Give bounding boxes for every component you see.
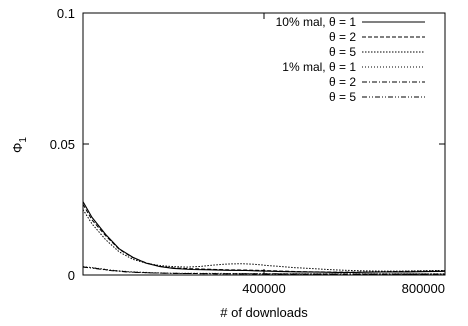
y-tick-label: 0.05: [50, 137, 75, 152]
series-lines: [82, 201, 446, 275]
series-line-3: [82, 209, 445, 272]
legend-label-5: θ = 2: [329, 75, 356, 89]
y-axis-label-sub: 1: [18, 137, 29, 143]
y-axis-label: Φ1: [10, 137, 29, 153]
plot-frame: [82, 12, 446, 276]
legend-label-1: 10% mal, θ = 1: [276, 15, 357, 29]
legend-label-2: θ = 2: [329, 30, 356, 44]
x-tick-label: 800000: [402, 281, 445, 296]
axis-ticks: 0 0.05 0.1 400000 800000: [50, 6, 446, 296]
series-line-1: [82, 201, 446, 273]
series-line-5: [82, 266, 445, 275]
x-axis-label: # of downloads: [220, 305, 308, 320]
legend-label-4: 1% mal, θ = 1: [282, 60, 356, 74]
legend: 10% mal, θ = 1θ = 2θ = 51% mal, θ = 1θ =…: [276, 15, 425, 104]
legend-label-6: θ = 5: [329, 90, 356, 104]
y-axis-label-main: Φ: [10, 143, 25, 153]
legend-label-3: θ = 5: [329, 45, 356, 59]
x-tick-label: 400000: [242, 281, 285, 296]
series-line-4: [82, 266, 445, 275]
y-tick-label: 0: [68, 268, 75, 283]
series-line-2: [82, 204, 446, 273]
y-tick-label: 0.1: [57, 6, 75, 21]
